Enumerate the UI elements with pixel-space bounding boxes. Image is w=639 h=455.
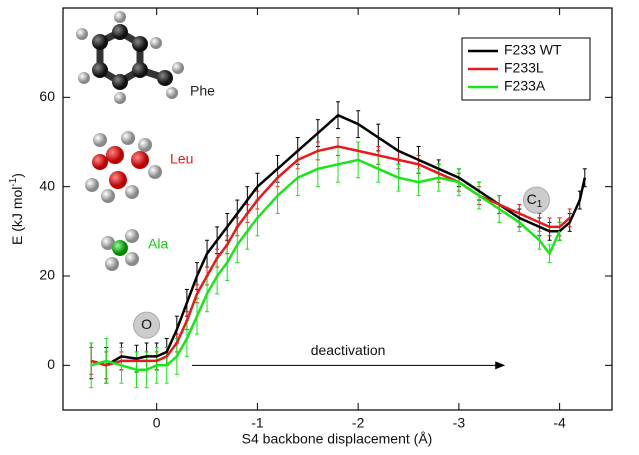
- x-tick-label: 0: [153, 415, 161, 431]
- y-tick-label: 0: [47, 356, 55, 372]
- y-label-text: E (kJ mol: [9, 187, 25, 245]
- legend-label: F233A: [504, 78, 546, 94]
- chart: Phe Leu Ala S4 backbone displacement (Å)…: [0, 0, 639, 455]
- state-label-main: C: [527, 191, 537, 207]
- y-tick-label: 20: [39, 267, 55, 283]
- molecule-label: Phe: [190, 83, 215, 99]
- molecule-ala: [101, 229, 139, 271]
- x-tick-label: -3: [453, 415, 466, 431]
- x-tick-label: -1: [251, 415, 264, 431]
- molecule-label: Ala: [148, 236, 168, 252]
- series-line: [91, 147, 570, 366]
- series-line: [91, 160, 559, 370]
- y-tick-label: 40: [39, 177, 55, 193]
- state-label: O: [141, 316, 152, 332]
- molecule-leu: [85, 131, 162, 203]
- legend-label: F233 WT: [504, 42, 562, 58]
- legend-label: F233L: [504, 60, 544, 76]
- state-label-sub: 1: [537, 199, 543, 210]
- page: {"chart_data": {"type": "line", "x_label…: [0, 0, 639, 455]
- y-axis-label: E (kJ mol-1): [8, 173, 25, 245]
- x-tick-label: -2: [352, 415, 365, 431]
- arrow-label: deactivation: [311, 342, 386, 358]
- x-axis-label: S4 backbone displacement (Å): [242, 431, 433, 447]
- molecule-label: Leu: [170, 151, 193, 167]
- y-tick-label: 60: [39, 88, 55, 104]
- molecule-phe: [76, 11, 184, 104]
- x-tick-label: -4: [553, 415, 566, 431]
- y-label-tail: ): [9, 173, 25, 178]
